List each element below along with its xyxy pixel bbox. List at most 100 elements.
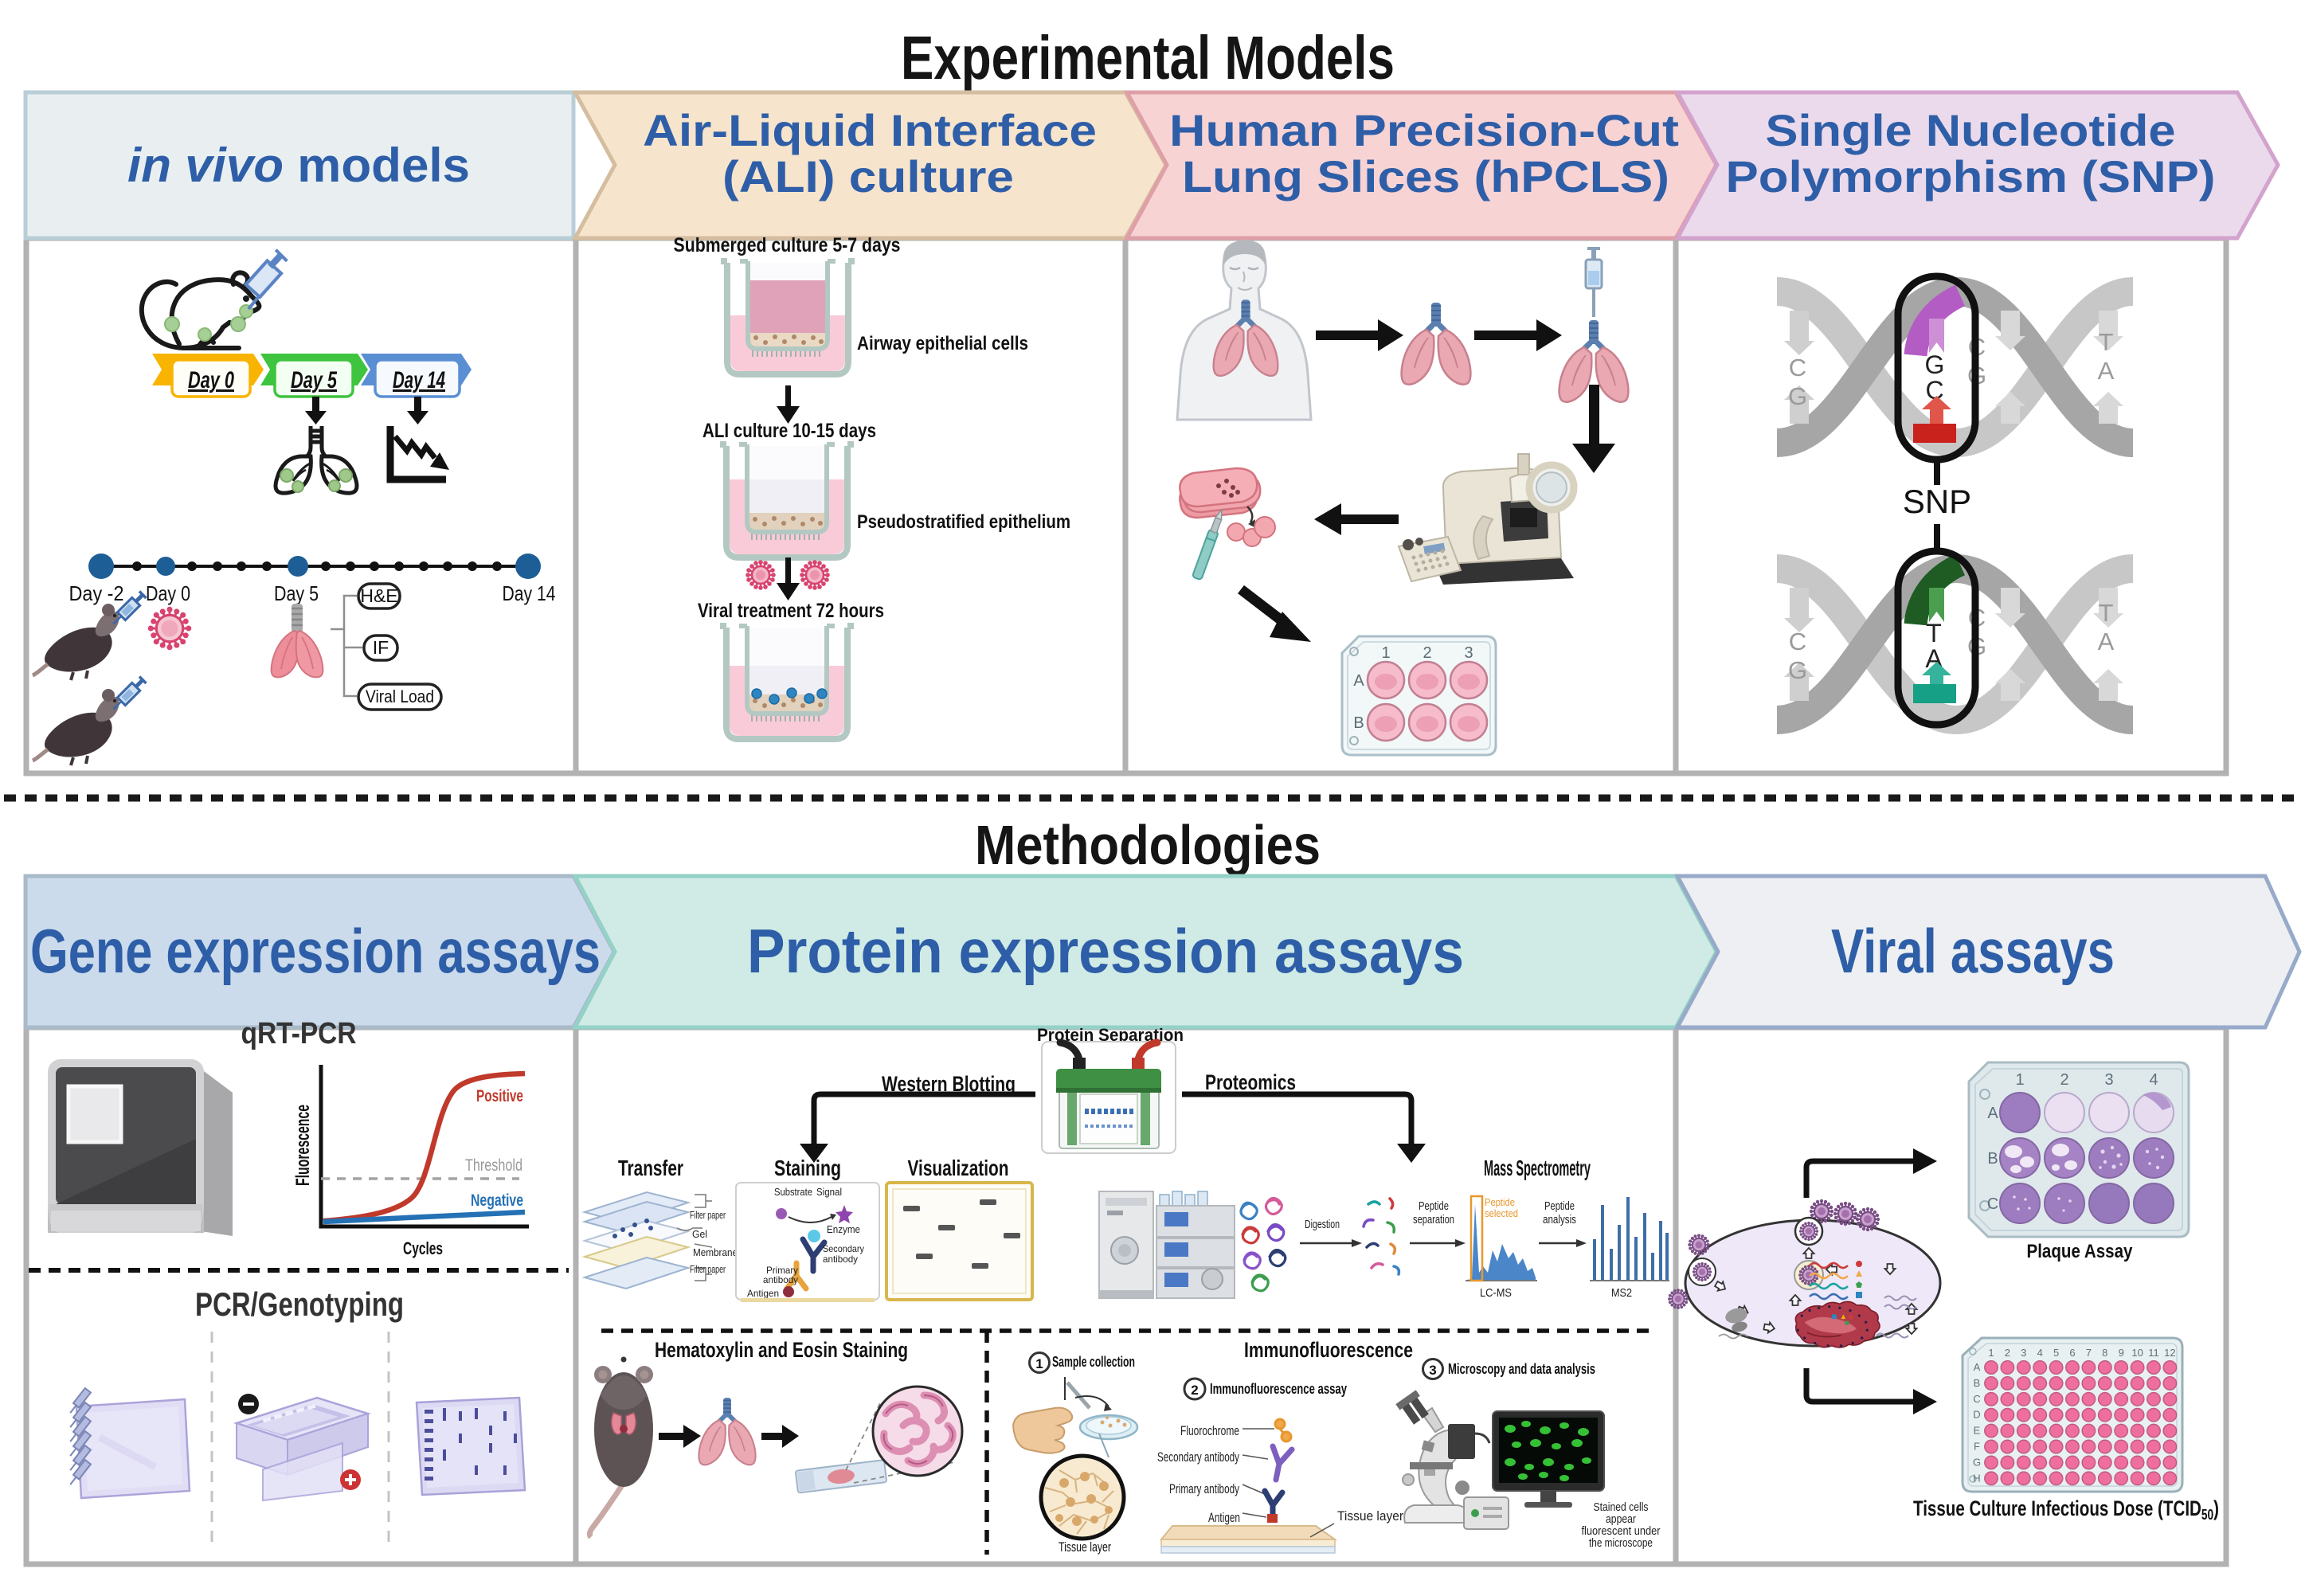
svg-text:Signal: Signal	[816, 1186, 842, 1198]
svg-text:separation: separation	[1413, 1213, 1454, 1226]
svg-text:Tissue layer: Tissue layer	[1337, 1508, 1403, 1524]
svg-text:T: T	[2099, 328, 2114, 356]
svg-text:C: C	[1987, 1195, 1998, 1213]
svg-text:antibody: antibody	[763, 1274, 798, 1285]
svg-text:Human Precision-Cut: Human Precision-Cut	[1169, 105, 1679, 155]
svg-text:2: 2	[1191, 1383, 1198, 1398]
svg-text:B: B	[1974, 1377, 1981, 1389]
svg-text:Negative: Negative	[471, 1191, 523, 1210]
svg-text:Polymorphism (SNP): Polymorphism (SNP)	[1726, 151, 2216, 201]
svg-text:A: A	[2098, 628, 2115, 655]
svg-text:C: C	[1973, 1393, 1980, 1405]
svg-text:Visualization: Visualization	[908, 1156, 1009, 1180]
svg-text:analysis: analysis	[1543, 1213, 1576, 1226]
svg-text:A: A	[2098, 357, 2115, 385]
svg-text:3: 3	[1429, 1363, 1436, 1378]
svg-text:Peptide: Peptide	[1544, 1199, 1575, 1213]
svg-text:Gel: Gel	[692, 1228, 707, 1240]
svg-text:in vivo models: in vivo models	[127, 139, 470, 192]
svg-text:1: 1	[1381, 644, 1390, 662]
svg-text:Pseudostratified epithelium: Pseudostratified epithelium	[857, 511, 1070, 533]
svg-text:Positive: Positive	[476, 1087, 523, 1105]
svg-text:Antigen: Antigen	[747, 1288, 779, 1299]
svg-text:ALI culture 10-15 days: ALI culture 10-15 days	[702, 420, 876, 442]
svg-text:Airway epithelial cells: Airway epithelial cells	[857, 333, 1028, 354]
svg-text:Gene expression assays: Gene expression assays	[30, 916, 601, 986]
svg-text:A: A	[1987, 1105, 1998, 1122]
svg-text:G: G	[1788, 382, 1807, 410]
svg-text:G: G	[1973, 1456, 1981, 1468]
svg-text:Peptide: Peptide	[1485, 1196, 1515, 1208]
svg-text:F: F	[1974, 1441, 1980, 1453]
svg-text:IF: IF	[373, 637, 389, 658]
svg-text:Hematoxylin and Eosin Staining: Hematoxylin and Eosin Staining	[655, 1338, 908, 1362]
svg-text:Day -2: Day -2	[69, 581, 124, 605]
svg-text:Mass Spectrometry: Mass Spectrometry	[1484, 1156, 1591, 1180]
svg-text:3: 3	[2104, 1071, 2113, 1089]
svg-text:C: C	[1789, 354, 1806, 381]
svg-text:Membrane: Membrane	[693, 1246, 738, 1258]
svg-text:Primary antibody: Primary antibody	[1169, 1481, 1239, 1496]
svg-text:MS2: MS2	[1611, 1286, 1632, 1300]
svg-text:A: A	[1974, 1361, 1981, 1373]
svg-text:Digestion: Digestion	[1305, 1218, 1340, 1231]
svg-text:11: 11	[2148, 1347, 2159, 1359]
svg-text:Primary: Primary	[766, 1265, 798, 1276]
svg-text:C: C	[1925, 376, 1943, 405]
svg-text:Secondary antibody: Secondary antibody	[1157, 1449, 1239, 1465]
svg-text:E: E	[1974, 1425, 1981, 1437]
svg-text:2: 2	[1423, 644, 1431, 662]
svg-text:Tissue layer: Tissue layer	[1059, 1539, 1111, 1555]
svg-text:Viral treatment 72 hours: Viral treatment 72 hours	[698, 600, 884, 622]
svg-text:LC-MS: LC-MS	[1480, 1286, 1512, 1300]
svg-text:D: D	[1973, 1409, 1980, 1421]
svg-text:Methodologies: Methodologies	[975, 814, 1321, 876]
svg-text:Peptide: Peptide	[1419, 1199, 1449, 1213]
svg-text:T: T	[2099, 599, 2114, 627]
svg-text:4: 4	[2149, 1071, 2158, 1089]
svg-text:Single Nucleotide: Single Nucleotide	[1766, 105, 2176, 155]
svg-text:Fluorescence: Fluorescence	[292, 1105, 314, 1186]
svg-text:Microscopy and data analysis: Microscopy and data analysis	[1448, 1361, 1595, 1377]
svg-text:G: G	[1788, 656, 1807, 684]
svg-text:T: T	[1926, 619, 1942, 647]
svg-text:6: 6	[2069, 1347, 2075, 1359]
svg-text:Lung Slices (hPCLS): Lung Slices (hPCLS)	[1182, 151, 1669, 201]
svg-text:the microscope: the microscope	[1589, 1536, 1653, 1550]
svg-text:H: H	[1973, 1472, 1980, 1484]
svg-text:Enzyme: Enzyme	[827, 1223, 860, 1235]
svg-text:2: 2	[2060, 1071, 2068, 1089]
svg-text:9: 9	[2119, 1347, 2124, 1359]
svg-text:Day 5: Day 5	[291, 367, 338, 393]
svg-text:selected: selected	[1485, 1207, 1518, 1219]
svg-text:2: 2	[2005, 1347, 2010, 1359]
svg-text:Immunofluorescence: Immunofluorescence	[1244, 1338, 1413, 1362]
svg-text:Immunofluorescence assay: Immunofluorescence assay	[1210, 1381, 1347, 1397]
svg-text:3: 3	[2021, 1347, 2026, 1359]
svg-text:Staining: Staining	[774, 1156, 841, 1180]
svg-text:Transfer: Transfer	[618, 1156, 683, 1180]
svg-text:fluorescent under: fluorescent under	[1582, 1524, 1661, 1538]
svg-text:3: 3	[1464, 644, 1473, 662]
svg-text:(ALI) culture: (ALI) culture	[722, 151, 1014, 201]
svg-text:Submerged culture 5-7 days: Submerged culture 5-7 days	[674, 234, 901, 256]
svg-text:antibody: antibody	[823, 1254, 858, 1265]
svg-text:Filter paper: Filter paper	[690, 1209, 726, 1221]
svg-text:appear: appear	[1606, 1512, 1636, 1526]
svg-text:Substrate: Substrate	[774, 1186, 812, 1198]
svg-text:Day 0: Day 0	[188, 367, 234, 393]
svg-text:4: 4	[2037, 1347, 2043, 1359]
svg-text:Viral Load: Viral Load	[366, 687, 434, 706]
svg-text:Air-Liquid Interface: Air-Liquid Interface	[643, 105, 1097, 155]
svg-text:C: C	[1789, 628, 1806, 655]
svg-text:Experimental Models: Experimental Models	[901, 24, 1395, 92]
svg-text:PCR/Genotyping: PCR/Genotyping	[195, 1285, 404, 1323]
svg-text:Secondary: Secondary	[823, 1243, 864, 1254]
svg-text:Day 0: Day 0	[146, 581, 190, 605]
svg-text:Cycles: Cycles	[403, 1238, 443, 1258]
svg-text:SNP: SNP	[1903, 483, 1971, 520]
svg-text:A: A	[1353, 672, 1364, 690]
svg-text:G: G	[1925, 350, 1945, 379]
svg-text:Antigen: Antigen	[1208, 1510, 1240, 1525]
svg-text:H&E: H&E	[360, 585, 397, 606]
